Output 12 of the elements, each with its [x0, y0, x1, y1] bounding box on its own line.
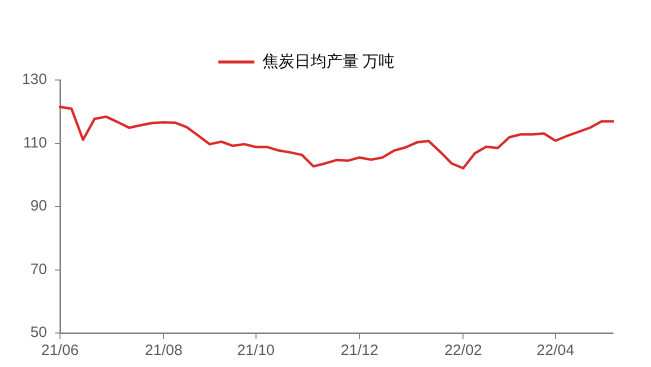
y-tick-label: 50 — [30, 324, 47, 342]
legend-label: 焦炭日均产量 万吨 — [262, 52, 395, 70]
x-tick-label: 22/04 — [536, 342, 574, 360]
y-tick-label: 70 — [30, 260, 47, 278]
x-tick-label: 21/06 — [41, 342, 79, 360]
y-tick-label: 90 — [30, 198, 47, 215]
y-tick-label: 110 — [23, 134, 47, 152]
x-tick-label: 22/02 — [444, 342, 482, 360]
x-tick-label: 21/08 — [144, 342, 182, 360]
x-tick-label: 21/10 — [237, 342, 275, 360]
y-tick-label: 130 — [22, 71, 47, 88]
x-tick-label: 21/12 — [340, 342, 378, 360]
